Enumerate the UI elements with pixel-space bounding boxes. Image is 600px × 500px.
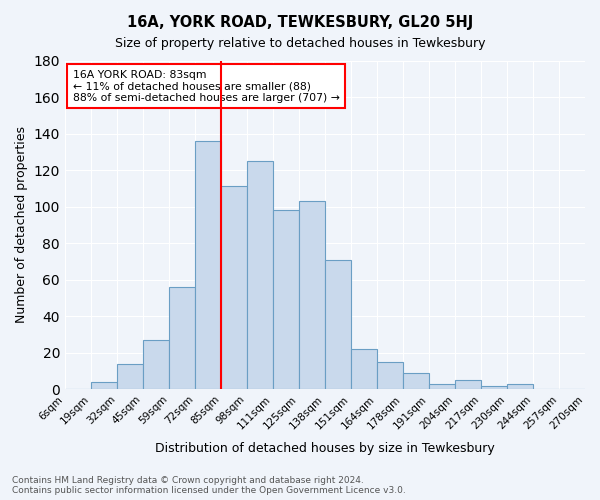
Bar bbox=[195, 141, 221, 389]
Text: 16A, YORK ROAD, TEWKESBURY, GL20 5HJ: 16A, YORK ROAD, TEWKESBURY, GL20 5HJ bbox=[127, 15, 473, 30]
Bar bbox=[481, 386, 507, 389]
Bar bbox=[429, 384, 455, 389]
Bar bbox=[299, 201, 325, 389]
Bar bbox=[143, 340, 169, 389]
Bar bbox=[325, 260, 351, 389]
Y-axis label: Number of detached properties: Number of detached properties bbox=[15, 126, 28, 324]
Bar bbox=[351, 349, 377, 389]
Text: Contains HM Land Registry data © Crown copyright and database right 2024.
Contai: Contains HM Land Registry data © Crown c… bbox=[12, 476, 406, 495]
X-axis label: Distribution of detached houses by size in Tewkesbury: Distribution of detached houses by size … bbox=[155, 442, 495, 455]
Bar bbox=[221, 186, 247, 389]
Bar bbox=[247, 161, 273, 389]
Bar bbox=[273, 210, 299, 389]
Bar bbox=[377, 362, 403, 389]
Text: 16A YORK ROAD: 83sqm
← 11% of detached houses are smaller (88)
88% of semi-detac: 16A YORK ROAD: 83sqm ← 11% of detached h… bbox=[73, 70, 340, 103]
Text: Size of property relative to detached houses in Tewkesbury: Size of property relative to detached ho… bbox=[115, 38, 485, 51]
Bar bbox=[403, 372, 429, 389]
Bar bbox=[91, 382, 117, 389]
Bar bbox=[117, 364, 143, 389]
Bar bbox=[455, 380, 481, 389]
Bar bbox=[169, 287, 195, 389]
Bar bbox=[507, 384, 533, 389]
